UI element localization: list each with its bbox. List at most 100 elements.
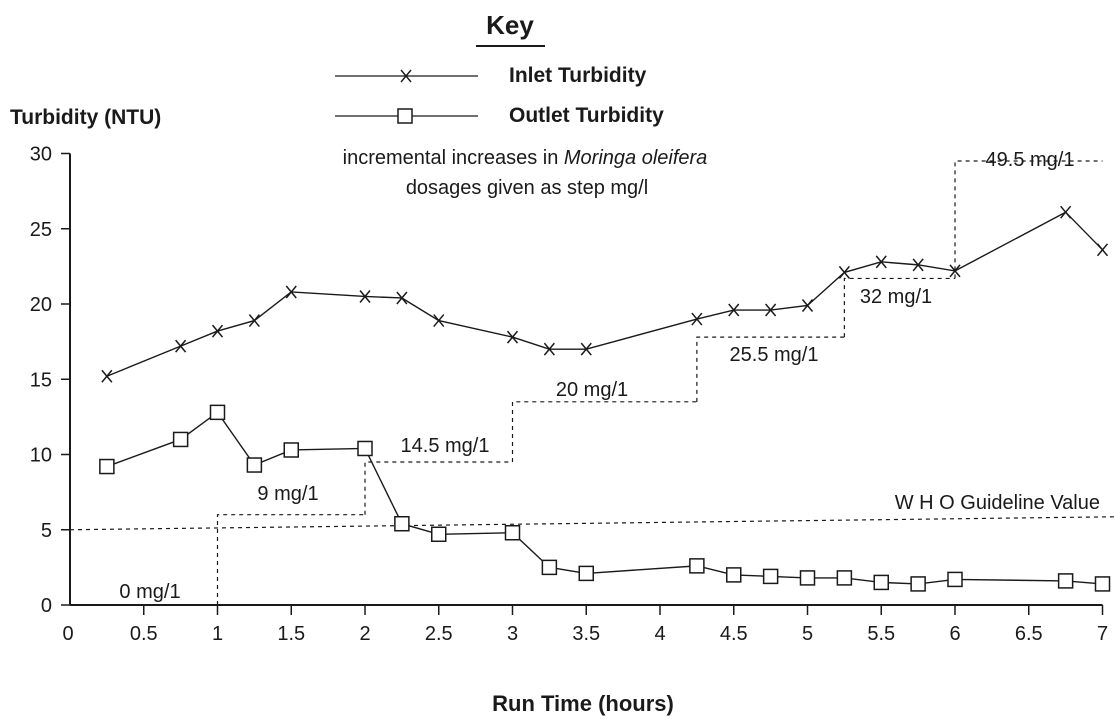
inlet-point-stroke xyxy=(359,289,371,303)
inlet-point-stroke xyxy=(433,314,445,328)
x-tick-label: 3.5 xyxy=(572,623,600,645)
y-tick-label: 10 xyxy=(30,445,52,467)
inlet-point xyxy=(691,312,703,326)
outlet-point xyxy=(357,440,373,457)
inlet-point-stroke xyxy=(912,258,924,272)
who-guideline-line xyxy=(69,516,1114,531)
legend-outlet-marker xyxy=(397,108,413,124)
inlet-point xyxy=(580,342,592,356)
outlet-point xyxy=(1057,573,1074,589)
inlet-point-stroke xyxy=(211,324,224,338)
outlet-point xyxy=(947,571,963,588)
inlet-point xyxy=(801,299,814,312)
x-tick-label: 1 xyxy=(212,623,223,645)
outlet-point xyxy=(910,576,926,592)
inlet-point xyxy=(396,291,408,305)
y-tick-label: 0 xyxy=(41,595,52,617)
inlet-point xyxy=(1060,205,1072,219)
dosage-note-line2: dosages given as step mg/l xyxy=(406,177,648,199)
y-axis-label: Turbidity (NTU) xyxy=(10,106,161,129)
x-tick-label: 0.5 xyxy=(130,623,158,645)
legend-inlet-marker xyxy=(400,69,412,83)
outlet-point xyxy=(578,565,594,582)
legend-title: Key xyxy=(486,10,534,40)
outlet-point xyxy=(246,457,263,473)
inlet-point-stroke xyxy=(506,330,519,344)
y-tick-label: 30 xyxy=(30,144,52,166)
dosage-step-label: 49.5 mg/1 xyxy=(986,149,1075,171)
outlet-point xyxy=(172,431,189,448)
inlet-point xyxy=(765,303,777,317)
inlet-point xyxy=(949,264,961,278)
x-tick-label: 3 xyxy=(507,623,518,645)
x-tick-label: 4 xyxy=(654,623,665,645)
inlet-point xyxy=(912,258,924,272)
inlet-point xyxy=(248,314,260,328)
dosage-step-label: 9 mg/1 xyxy=(257,483,318,505)
inlet-point-stroke xyxy=(248,314,260,328)
x-tick-label: 7 xyxy=(1097,623,1108,645)
outlet-point xyxy=(394,515,410,532)
inlet-series-line xyxy=(106,211,1103,377)
outlet-point xyxy=(283,442,299,458)
outlet-point xyxy=(99,458,115,475)
inlet-point-stroke xyxy=(580,342,592,356)
inlet-point xyxy=(175,339,187,353)
outlet-point xyxy=(762,568,779,585)
outlet-point xyxy=(431,526,447,543)
inlet-point-stroke xyxy=(1060,205,1072,219)
inlet-point xyxy=(101,369,113,383)
x-tick-label: 2 xyxy=(359,623,370,645)
dosage-step-label: 32 mg/1 xyxy=(860,286,932,308)
legend: Key Inlet Turbidity Outlet Turbidity xyxy=(335,10,664,127)
outlet-point xyxy=(504,525,521,541)
outlet-point xyxy=(836,570,853,586)
x-axis-label: Run Time (hours) xyxy=(492,691,674,716)
inlet-point-stroke xyxy=(285,285,297,299)
y-tick-label: 25 xyxy=(30,219,52,241)
outlet-point xyxy=(873,574,889,591)
dosage-step-label: 14.5 mg/1 xyxy=(401,435,490,457)
inlet-point xyxy=(838,265,850,279)
outlet-point xyxy=(689,558,705,574)
inlet-point-stroke xyxy=(838,265,850,279)
outlet-point xyxy=(1094,576,1111,592)
inlet-point-stroke xyxy=(691,312,703,326)
inlet-point xyxy=(506,330,519,344)
dosage-note-line1: incremental increases in Moringa oleifer… xyxy=(343,147,708,169)
legend-inlet-label: Inlet Turbidity xyxy=(509,64,647,87)
dosage-step-label: 25.5 mg/1 xyxy=(730,344,819,366)
y-tick-label: 5 xyxy=(41,520,52,542)
y-tick-label: 15 xyxy=(30,369,52,391)
inlet-point-stroke xyxy=(801,299,814,312)
dosage-step-line xyxy=(216,160,1103,605)
inlet-point-stroke xyxy=(101,369,113,383)
inlet-point xyxy=(1096,243,1109,257)
outlet-point xyxy=(209,404,226,421)
dosage-step-label: 20 mg/1 xyxy=(556,379,628,401)
inlet-point-stroke xyxy=(396,291,408,305)
legend-outlet-label: Outlet Turbidity xyxy=(509,104,664,127)
inlet-point-stroke xyxy=(949,264,961,278)
x-tick-label: 0 xyxy=(62,623,73,645)
outlet-point xyxy=(799,570,816,586)
outlet-point xyxy=(726,567,742,583)
x-tick-label: 5.5 xyxy=(867,623,895,645)
inlet-point-stroke xyxy=(543,342,555,356)
inlet-point-stroke xyxy=(1096,243,1109,257)
inlet-point-stroke xyxy=(765,303,777,317)
inlet-point xyxy=(359,289,371,303)
x-tick-label: 6.5 xyxy=(1015,623,1043,645)
inlet-point-stroke xyxy=(175,339,187,353)
x-tick-label: 4.5 xyxy=(720,623,748,645)
dosage-step-label: 0 mg/1 xyxy=(119,581,180,603)
y-tick-label: 20 xyxy=(30,294,52,316)
inlet-point-stroke xyxy=(875,255,887,269)
x-tick-label: 1.5 xyxy=(277,623,305,645)
x-tick-label: 2.5 xyxy=(425,623,453,645)
plot-area: 0 5 10 15 20 25 30 0 0.5 1 1.5 2 2.5 3 3.5 4 4.5 5 5.5 6 6.5… xyxy=(30,144,1114,645)
inlet-point xyxy=(875,255,887,269)
dosage-note-prefix: incremental increases in xyxy=(343,147,564,169)
dosage-note-species: Moringa oleifera xyxy=(564,147,707,169)
